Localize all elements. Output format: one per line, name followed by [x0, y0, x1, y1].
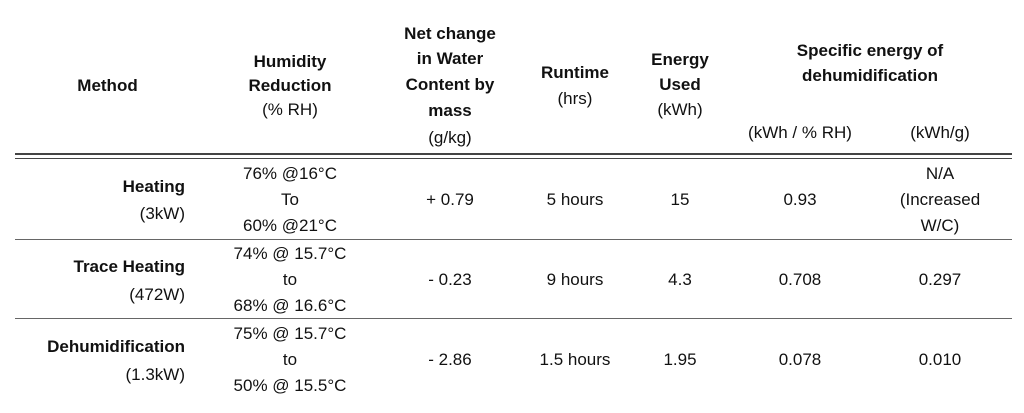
header-humidity-line1: Humidity: [253, 52, 327, 71]
row-power: (1.3kW): [125, 365, 186, 384]
row-spec-g-line1: N/A: [925, 164, 955, 183]
row-energy: 15: [670, 190, 690, 209]
header-double-rule-bottom: [15, 158, 1012, 159]
row-energy: 1.95: [663, 350, 697, 369]
header-specific-line1: Specific energy of: [796, 41, 944, 60]
row-spec-rh: 0.078: [778, 350, 822, 369]
row-humidity-from: 76% @16°C: [243, 164, 337, 183]
row-net-change: + 0.79: [426, 190, 474, 209]
row-spec-rh: 0.93: [783, 190, 817, 209]
row-divider-1: [15, 239, 1012, 240]
header-net-line1: Net change: [404, 24, 496, 43]
header-double-rule-top: [15, 153, 1012, 155]
row-method: Heating: [122, 177, 185, 196]
row-spec-rh: 0.708: [778, 270, 822, 289]
row-humidity-final: 68% @ 16.6°C: [233, 296, 347, 315]
header-energy-unit: (kWh): [657, 100, 703, 119]
row-humidity-from: 74% @ 15.7°C: [233, 244, 347, 263]
row-spec-g: 0.297: [918, 270, 962, 289]
row-net-change: - 0.23: [428, 270, 472, 289]
header-energy-line1: Energy: [651, 50, 709, 69]
header-runtime-unit: (hrs): [557, 89, 593, 108]
row-humidity-final: 50% @ 15.5°C: [233, 376, 347, 395]
row-runtime: 9 hours: [546, 270, 604, 289]
header-specific-per-g: (kWh/g): [910, 123, 970, 142]
header-runtime: Runtime: [541, 63, 609, 82]
header-net-unit: (g/kg): [428, 128, 472, 147]
header-net-line4: mass: [428, 101, 472, 120]
header-net-line3: Content by: [405, 75, 495, 94]
row-spec-g-line3: W/C): [920, 216, 960, 235]
header-energy-line2: Used: [659, 75, 701, 94]
row-runtime: 5 hours: [546, 190, 604, 209]
header-specific-per-rh: (kWh / % RH): [748, 123, 852, 142]
header-humidity-line2: Reduction: [248, 76, 332, 95]
row-humidity-from: 75% @ 15.7°C: [233, 324, 347, 343]
row-energy: 4.3: [668, 270, 692, 289]
row-divider-2: [15, 318, 1012, 319]
row-humidity-final: 60% @21°C: [243, 216, 337, 235]
row-humidity-to: to: [282, 270, 298, 289]
row-power: (472W): [129, 285, 185, 304]
row-humidity-to: to: [282, 350, 298, 369]
header-humidity-unit: (% RH): [262, 100, 318, 119]
row-method: Dehumidification: [47, 337, 185, 356]
row-power: (3kW): [139, 204, 185, 223]
row-spec-g: 0.010: [918, 350, 962, 369]
row-spec-g-line2: (Increased: [899, 190, 981, 209]
row-method: Trace Heating: [73, 257, 186, 276]
header-specific-line2: dehumidification: [802, 66, 938, 85]
row-net-change: - 2.86: [428, 350, 472, 369]
row-runtime: 1.5 hours: [539, 350, 611, 369]
header-net-line2: in Water: [416, 49, 484, 68]
header-method: Method: [77, 76, 138, 95]
row-humidity-to: To: [281, 190, 299, 209]
